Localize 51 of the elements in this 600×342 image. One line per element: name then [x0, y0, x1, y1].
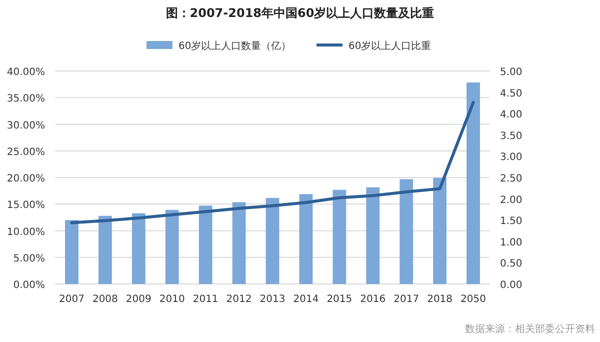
- y2-tick-label: 5.00: [500, 67, 522, 78]
- line-series: [70, 100, 475, 224]
- y2-tick-label: 0.00: [500, 280, 522, 291]
- bar: [299, 194, 313, 284]
- bar: [198, 206, 212, 284]
- x-tick-label: 2050: [460, 294, 486, 305]
- legend-label: 60岁以上人口数量（亿）: [178, 40, 292, 52]
- y-tick-label: 5.00%: [13, 253, 45, 264]
- y2-tick-label: 4.50: [500, 88, 522, 100]
- bar: [132, 213, 146, 284]
- y2-tick-label: 3.50: [500, 130, 522, 142]
- y2-tick-label: 2.50: [500, 174, 522, 184]
- x-tick-label: 2010: [159, 294, 185, 305]
- y-tick-label: 0.00%: [13, 280, 45, 291]
- x-tick-label: 2016: [360, 294, 386, 305]
- x-tick-label: 2008: [92, 294, 118, 305]
- y2-tick-label: 2.00: [500, 194, 522, 206]
- bar: [400, 179, 414, 284]
- y2-tick-label: 3.00: [500, 152, 522, 164]
- y2-tick-label: 1.00: [500, 237, 522, 248]
- bar: [466, 82, 480, 284]
- y-tick-label: 10.00%: [6, 226, 45, 238]
- y-tick-label: 40.00%: [6, 67, 45, 78]
- x-tick-label: 2018: [427, 294, 453, 305]
- chart-title: 图：2007-2018年中国60岁以上人口数量及比重: [166, 6, 434, 20]
- bar: [165, 210, 179, 284]
- x-tick-label: 2015: [326, 294, 352, 305]
- y2-tick-label: 0.50: [500, 258, 522, 270]
- bar: [98, 216, 112, 284]
- x-tick-label: 2013: [260, 294, 286, 305]
- y-tick-label: 30.00%: [6, 120, 45, 132]
- x-tick-label: 2007: [59, 294, 84, 305]
- x-tick-label: 2012: [226, 294, 252, 305]
- bar: [65, 220, 78, 284]
- source-note: 数据来源：相关部委公开资料: [465, 323, 595, 335]
- x-tick-label: 2011: [192, 294, 218, 305]
- y-tick-label: 35.00%: [6, 94, 45, 105]
- y2-tick-label: 1.50: [500, 216, 522, 228]
- y-tick-label: 20.00%: [6, 174, 45, 184]
- y-tick-label: 15.00%: [6, 200, 45, 212]
- bar: [433, 178, 446, 284]
- x-tick-label: 2017: [394, 294, 420, 305]
- x-tick-label: 2014: [293, 294, 319, 305]
- x-tick-label: 2009: [126, 294, 152, 305]
- y2-tick-label: 4.00: [500, 110, 522, 121]
- legend-label: 60岁以上人口比重: [348, 40, 432, 52]
- bar: [266, 198, 280, 284]
- y-tick-label: 25.00%: [6, 146, 45, 158]
- bar: [366, 187, 380, 284]
- bar: [332, 190, 346, 284]
- bar: [232, 202, 246, 284]
